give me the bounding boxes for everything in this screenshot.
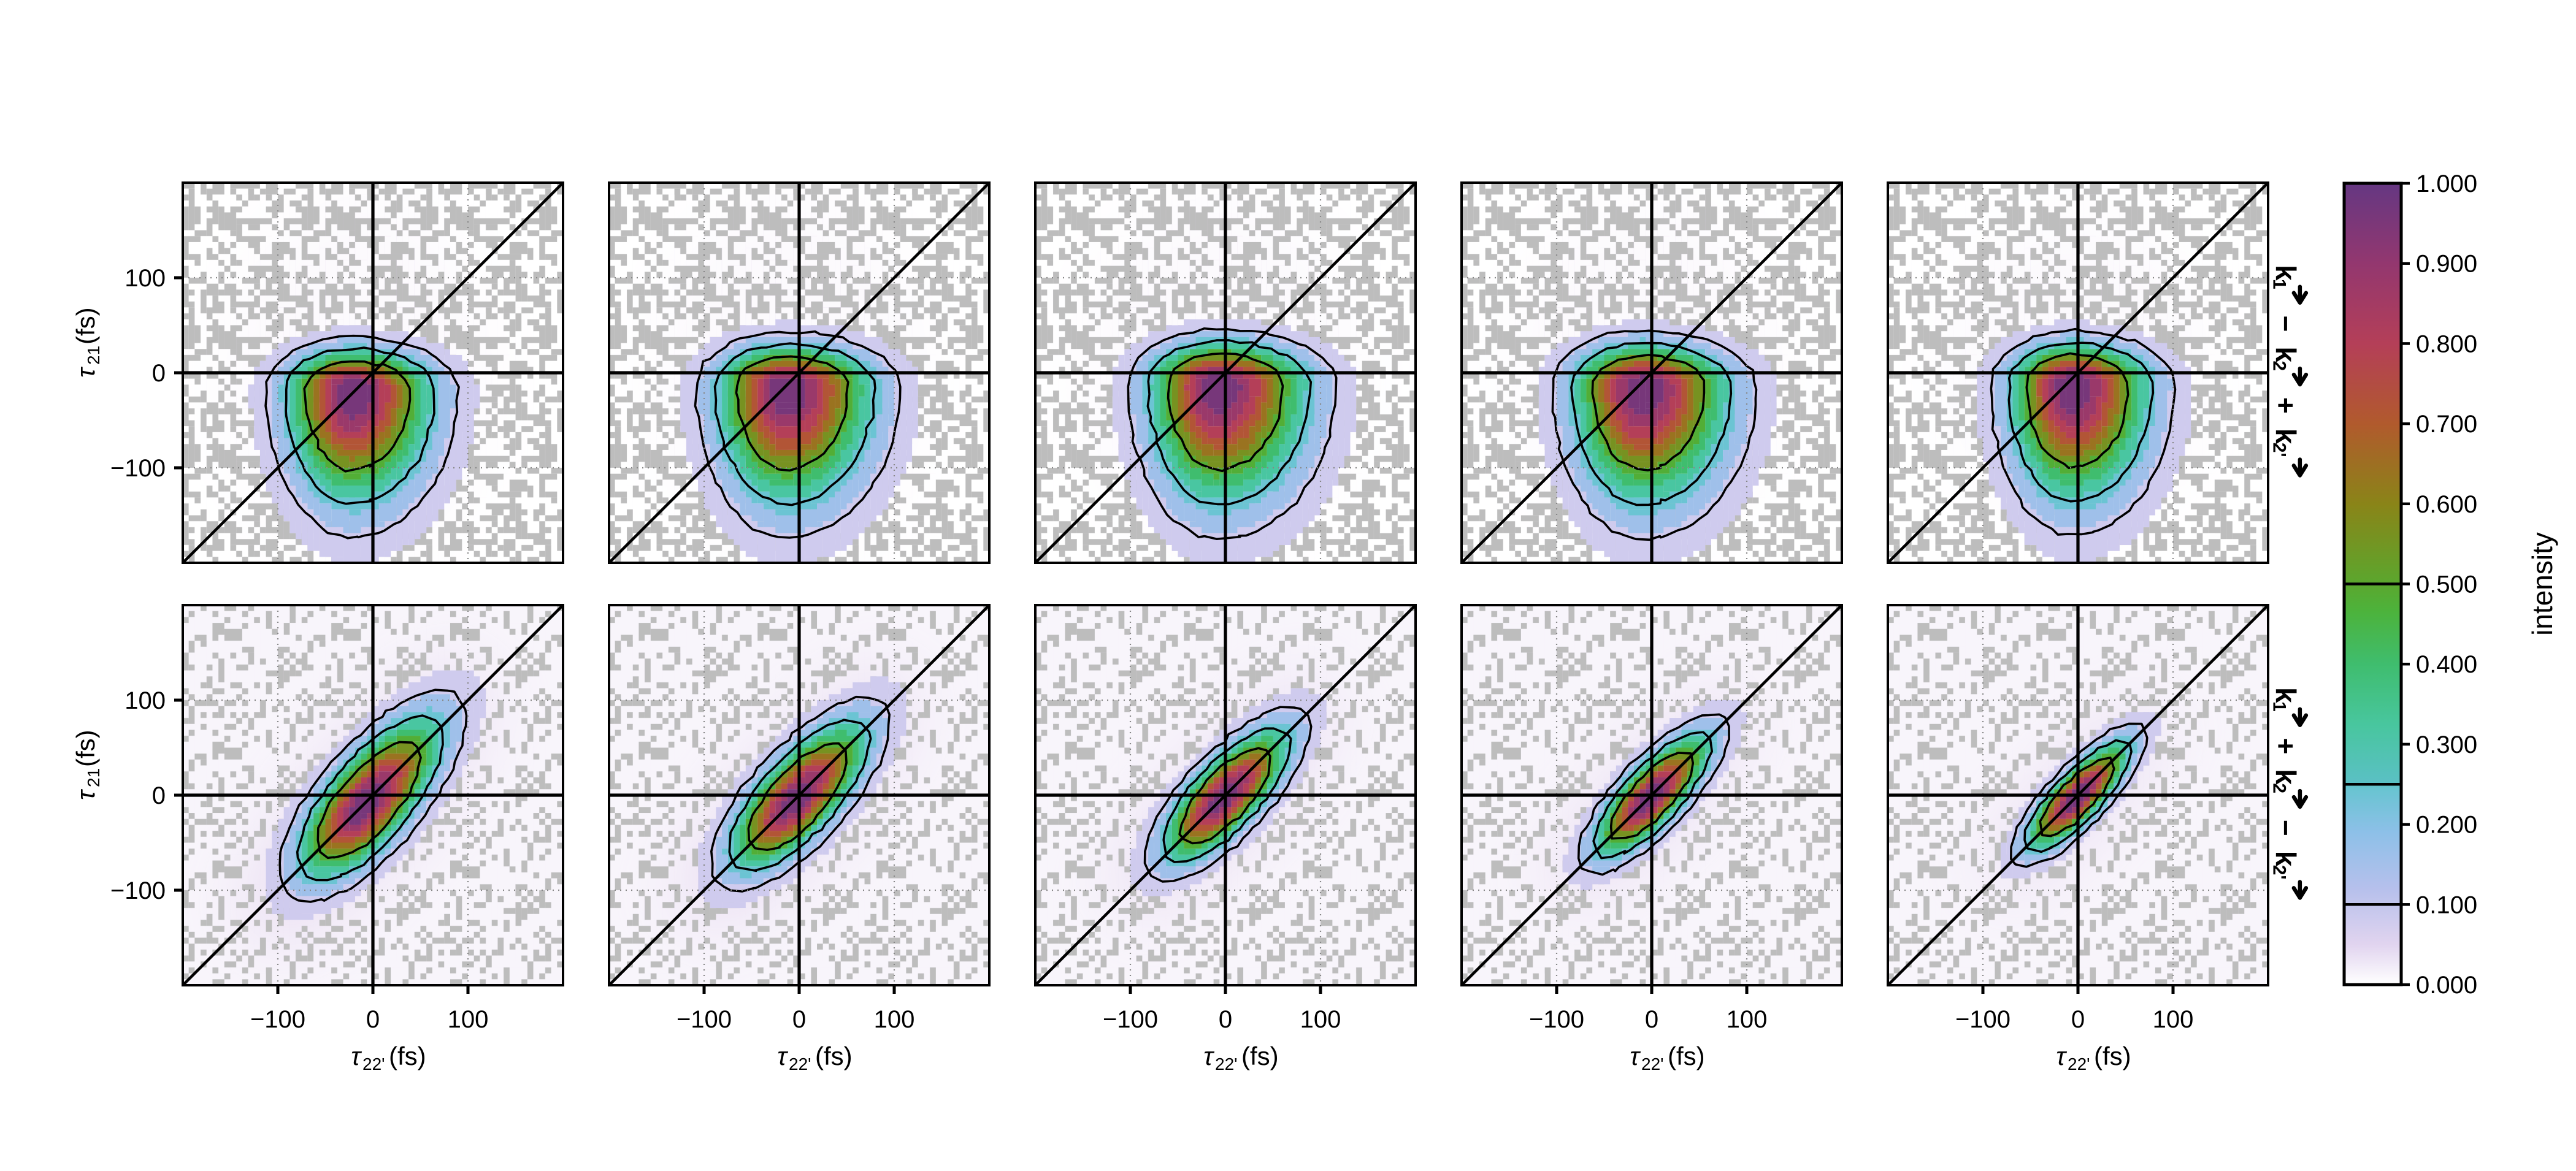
svg-text:−100: −100 — [1955, 1006, 2011, 1033]
svg-text:100: 100 — [1300, 1006, 1341, 1033]
svg-text:intensity: intensity — [2526, 532, 2558, 636]
svg-text:−100: −100 — [677, 1006, 732, 1033]
svg-text:0.700: 0.700 — [2416, 411, 2477, 438]
svg-text:(fs): (fs) — [71, 730, 100, 767]
svg-text:100: 100 — [874, 1006, 915, 1033]
svg-text:22': 22' — [2068, 1055, 2090, 1074]
svg-text:(fs): (fs) — [2094, 1042, 2131, 1070]
svg-text:(fs): (fs) — [389, 1042, 426, 1070]
svg-text:0: 0 — [152, 782, 166, 809]
svg-text:0: 0 — [1219, 1006, 1232, 1033]
svg-text:τ: τ — [71, 367, 100, 378]
svg-text:τ: τ — [2056, 1042, 2067, 1070]
svg-text:22': 22' — [362, 1055, 385, 1074]
svg-text:+: + — [2270, 738, 2302, 755]
svg-text:0.200: 0.200 — [2416, 812, 2477, 839]
svg-text:τ: τ — [777, 1042, 788, 1070]
svg-text:0.400: 0.400 — [2416, 651, 2477, 678]
svg-text:1: 1 — [2269, 279, 2290, 289]
svg-text:0.500: 0.500 — [2416, 571, 2477, 598]
svg-text:0.900: 0.900 — [2416, 251, 2477, 278]
svg-text:2: 2 — [2269, 783, 2290, 793]
svg-text:(fs): (fs) — [1241, 1042, 1279, 1070]
svg-text:−100: −100 — [110, 455, 166, 482]
svg-text:21: 21 — [84, 768, 103, 787]
svg-text:0: 0 — [1645, 1006, 1658, 1033]
svg-text:2: 2 — [2269, 360, 2290, 371]
svg-text:+: + — [2270, 397, 2302, 414]
svg-text:2': 2' — [2269, 443, 2290, 457]
svg-text:100: 100 — [2153, 1006, 2194, 1033]
svg-text:21: 21 — [84, 346, 103, 365]
svg-text:−: − — [2270, 316, 2302, 332]
svg-text:0.300: 0.300 — [2416, 731, 2477, 758]
svg-text:100: 100 — [125, 265, 166, 292]
svg-text:τ: τ — [71, 789, 100, 800]
svg-text:0: 0 — [792, 1006, 806, 1033]
svg-text:−100: −100 — [1529, 1006, 1584, 1033]
svg-text:0.800: 0.800 — [2416, 330, 2477, 357]
svg-text:22': 22' — [1215, 1055, 1238, 1074]
svg-text:1: 1 — [2269, 701, 2290, 712]
svg-text:1.000: 1.000 — [2416, 170, 2477, 197]
svg-text:100: 100 — [1727, 1006, 1768, 1033]
svg-text:0: 0 — [152, 360, 166, 387]
svg-text:−100: −100 — [250, 1006, 305, 1033]
svg-text:100: 100 — [125, 687, 166, 714]
svg-text:(fs): (fs) — [815, 1042, 853, 1070]
svg-text:0.600: 0.600 — [2416, 491, 2477, 518]
svg-text:(fs): (fs) — [1668, 1042, 1705, 1070]
svg-text:τ: τ — [1203, 1042, 1214, 1070]
svg-text:2': 2' — [2269, 865, 2290, 880]
svg-text:100: 100 — [448, 1006, 489, 1033]
svg-text:−100: −100 — [1103, 1006, 1158, 1033]
svg-text:0: 0 — [2071, 1006, 2085, 1033]
svg-text:τ: τ — [351, 1042, 362, 1070]
svg-text:(fs): (fs) — [71, 307, 100, 345]
svg-text:−: − — [2270, 820, 2302, 836]
svg-text:22': 22' — [1641, 1055, 1664, 1074]
svg-text:0.000: 0.000 — [2416, 972, 2477, 999]
svg-text:0.100: 0.100 — [2416, 891, 2477, 918]
svg-text:0: 0 — [366, 1006, 380, 1033]
svg-text:τ: τ — [1630, 1042, 1641, 1070]
svg-text:−100: −100 — [110, 877, 166, 904]
svg-text:22': 22' — [789, 1055, 811, 1074]
